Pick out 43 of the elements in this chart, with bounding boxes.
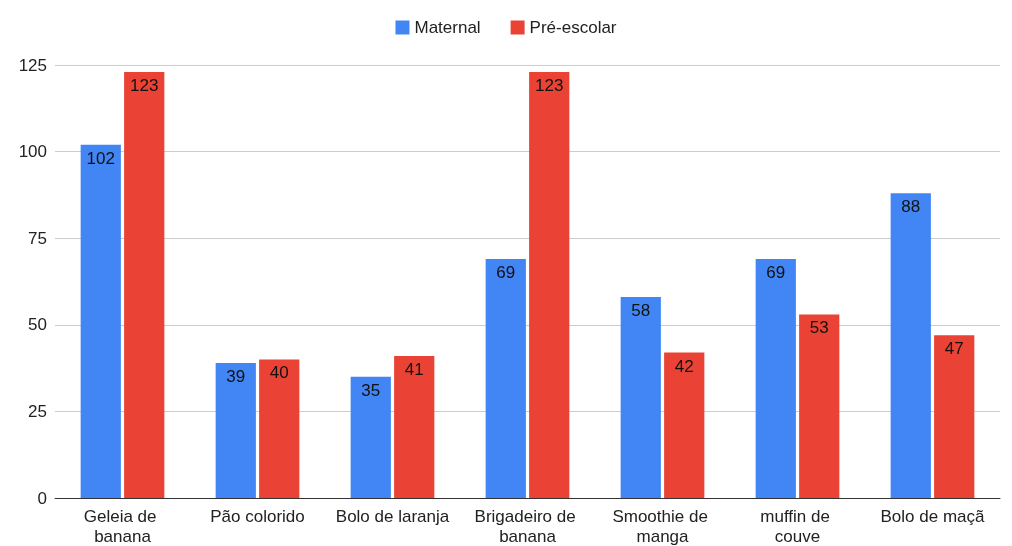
data-label: 88	[901, 197, 921, 217]
data-label: 40	[269, 363, 289, 383]
y-tick-label: 50	[28, 315, 47, 335]
legend-label: Maternal	[414, 18, 481, 37]
bar	[215, 362, 256, 498]
data-label: 41	[404, 359, 424, 379]
bar	[755, 258, 796, 498]
bar	[350, 376, 391, 498]
x-tick-label: Brigadeiro de banana	[474, 506, 581, 546]
x-tick-label: Bolo de maçã	[880, 506, 986, 526]
bar	[529, 71, 570, 498]
bar	[80, 144, 121, 498]
data-label: 35	[361, 380, 381, 400]
data-label: 123	[535, 75, 564, 95]
y-tick-label: 0	[37, 488, 47, 508]
data-label: 69	[496, 262, 516, 282]
x-tick-label: Pão colorido	[210, 506, 305, 526]
bar	[394, 355, 435, 498]
data-label: 123	[130, 75, 159, 95]
data-label: 47	[944, 339, 964, 359]
y-tick-label: 125	[18, 55, 47, 75]
bar	[664, 352, 705, 498]
data-label: 102	[86, 148, 115, 168]
data-label: 58	[631, 301, 651, 321]
bar	[124, 71, 165, 498]
bar	[934, 335, 975, 498]
data-label: 42	[674, 356, 694, 376]
data-label: 53	[809, 318, 829, 338]
y-tick-label: 75	[28, 228, 47, 248]
y-tick-label: 25	[28, 401, 47, 421]
x-tick-label: Smoothie de manga	[612, 506, 713, 546]
y-tick-label: 100	[18, 142, 47, 162]
bar	[890, 193, 931, 498]
data-label: 69	[766, 262, 786, 282]
x-tick-label: Geleia de banana	[83, 506, 162, 546]
x-tick-label: Bolo de laranja	[335, 506, 450, 526]
x-tick-label: muffin de couve	[760, 506, 835, 546]
bar	[620, 297, 661, 498]
legend-label: Pré-escolar	[529, 18, 617, 37]
bar	[485, 258, 526, 498]
data-label: 39	[226, 366, 246, 386]
bar	[259, 359, 300, 498]
bar	[799, 314, 840, 498]
